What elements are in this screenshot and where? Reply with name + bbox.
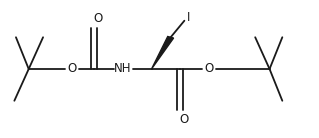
Text: O: O — [204, 63, 213, 75]
Text: I: I — [187, 11, 190, 24]
Polygon shape — [152, 36, 174, 69]
Text: NH: NH — [114, 63, 131, 75]
Text: O: O — [180, 113, 189, 126]
Text: O: O — [94, 12, 103, 25]
Text: O: O — [67, 63, 76, 75]
